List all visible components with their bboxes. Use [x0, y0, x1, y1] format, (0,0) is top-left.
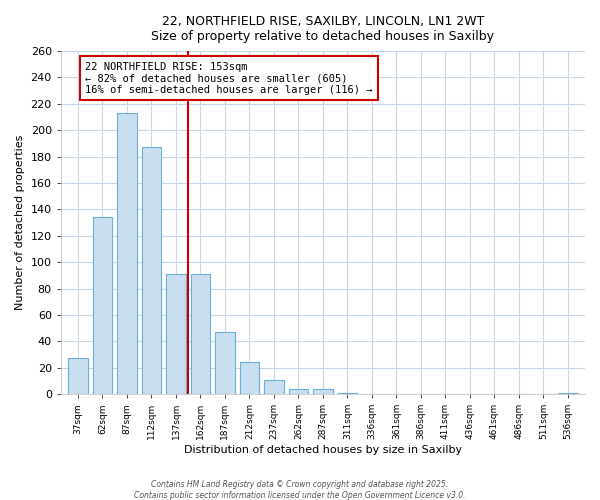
Bar [338, 392, 357, 394]
Bar [68, 358, 88, 394]
Bar [239, 362, 259, 394]
Bar [92, 218, 112, 394]
Bar [264, 380, 284, 394]
Text: 22 NORTHFIELD RISE: 153sqm
← 82% of detached houses are smaller (605)
16% of sem: 22 NORTHFIELD RISE: 153sqm ← 82% of deta… [85, 62, 373, 95]
Title: 22, NORTHFIELD RISE, SAXILBY, LINCOLN, LN1 2WT
Size of property relative to deta: 22, NORTHFIELD RISE, SAXILBY, LINCOLN, L… [151, 15, 494, 43]
Bar [558, 392, 578, 394]
Bar [142, 148, 161, 394]
Bar [191, 274, 210, 394]
Text: Contains HM Land Registry data © Crown copyright and database right 2025.
Contai: Contains HM Land Registry data © Crown c… [134, 480, 466, 500]
Bar [289, 389, 308, 394]
Bar [166, 274, 186, 394]
Y-axis label: Number of detached properties: Number of detached properties [15, 135, 25, 310]
Bar [117, 113, 137, 394]
Bar [313, 389, 333, 394]
X-axis label: Distribution of detached houses by size in Saxilby: Distribution of detached houses by size … [184, 445, 462, 455]
Bar [215, 332, 235, 394]
